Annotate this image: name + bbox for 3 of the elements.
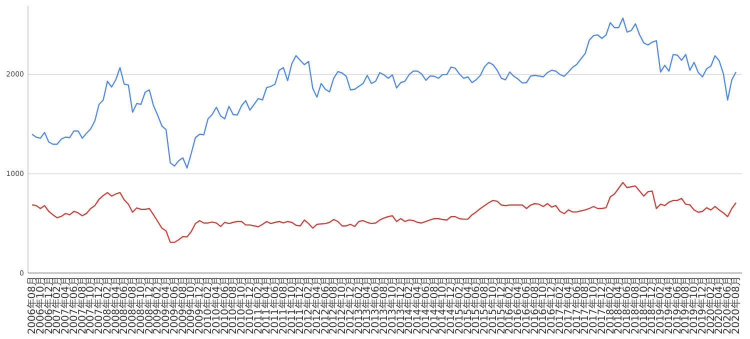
line-series: [31, 18, 737, 169]
line-series: [31, 182, 737, 243]
x-tick-label: 2020年08月: [730, 276, 742, 334]
